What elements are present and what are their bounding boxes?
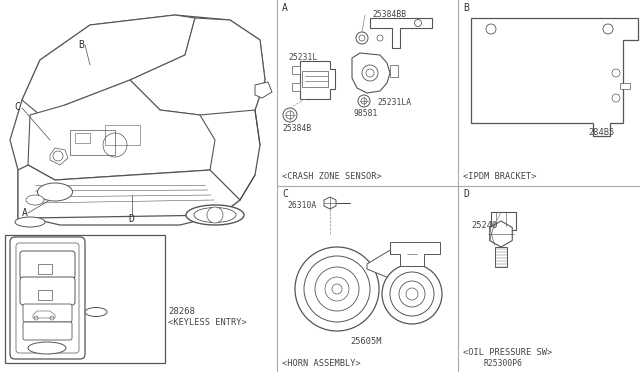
Circle shape <box>612 69 620 77</box>
Polygon shape <box>390 242 440 266</box>
Circle shape <box>359 35 365 41</box>
Text: B: B <box>463 3 469 13</box>
Polygon shape <box>471 18 638 136</box>
Circle shape <box>486 24 496 34</box>
Bar <box>292 83 300 91</box>
Bar <box>491 212 516 230</box>
Bar <box>105 125 140 145</box>
Circle shape <box>286 111 294 119</box>
Circle shape <box>283 108 297 122</box>
Circle shape <box>356 32 368 44</box>
FancyBboxPatch shape <box>23 304 72 322</box>
Bar <box>302 71 328 87</box>
Circle shape <box>358 95 370 107</box>
FancyBboxPatch shape <box>20 277 75 305</box>
Circle shape <box>295 247 379 331</box>
FancyBboxPatch shape <box>16 243 79 353</box>
Text: <OIL PRESSURE SW>: <OIL PRESSURE SW> <box>463 348 552 357</box>
Circle shape <box>382 264 442 324</box>
Bar <box>38 290 52 300</box>
Circle shape <box>207 207 223 223</box>
Text: A: A <box>22 208 28 218</box>
Circle shape <box>415 19 422 26</box>
Circle shape <box>399 281 425 307</box>
Ellipse shape <box>85 308 107 317</box>
Text: D: D <box>128 214 134 224</box>
Text: 25384BB: 25384BB <box>372 10 406 19</box>
Polygon shape <box>370 18 432 48</box>
Circle shape <box>366 69 374 77</box>
Text: R25300P6: R25300P6 <box>483 359 522 368</box>
Text: 25240: 25240 <box>471 221 497 230</box>
Text: 28268: 28268 <box>168 307 195 316</box>
Text: 25231L: 25231L <box>288 53 317 62</box>
Text: 25384B: 25384B <box>282 124 311 133</box>
Circle shape <box>362 65 378 81</box>
Circle shape <box>304 256 370 322</box>
Text: 284B5: 284B5 <box>588 128 614 137</box>
Text: 98581: 98581 <box>354 109 378 118</box>
Text: 28599: 28599 <box>84 294 111 303</box>
Text: <HORN ASSEMBLY>: <HORN ASSEMBLY> <box>282 359 361 368</box>
Text: 25605M: 25605M <box>350 337 381 346</box>
Polygon shape <box>18 165 240 220</box>
Polygon shape <box>28 80 215 180</box>
Circle shape <box>612 94 620 102</box>
Bar <box>75 133 90 143</box>
Polygon shape <box>490 221 512 247</box>
Circle shape <box>315 267 359 311</box>
Ellipse shape <box>194 208 236 222</box>
Bar <box>495 247 507 267</box>
Polygon shape <box>255 82 272 98</box>
FancyBboxPatch shape <box>23 322 72 340</box>
Bar <box>620 83 630 89</box>
Text: C: C <box>282 189 288 199</box>
Ellipse shape <box>28 342 66 354</box>
Text: 25231LA: 25231LA <box>377 98 411 107</box>
FancyBboxPatch shape <box>20 251 75 279</box>
Polygon shape <box>50 148 68 165</box>
Bar <box>5 235 165 363</box>
Circle shape <box>325 277 349 301</box>
Circle shape <box>361 98 367 104</box>
FancyBboxPatch shape <box>10 237 85 359</box>
Ellipse shape <box>186 205 244 225</box>
Text: <KEYLESS ENTRY>: <KEYLESS ENTRY> <box>168 318 247 327</box>
Text: 26310A: 26310A <box>287 201 316 210</box>
Text: A: A <box>282 3 288 13</box>
Circle shape <box>603 24 613 34</box>
Circle shape <box>377 35 383 41</box>
Bar <box>38 264 52 274</box>
Bar <box>70 130 115 155</box>
Text: <CRASH ZONE SENSOR>: <CRASH ZONE SENSOR> <box>282 172 381 181</box>
Polygon shape <box>22 15 195 115</box>
Polygon shape <box>324 197 336 209</box>
Ellipse shape <box>15 217 45 227</box>
Text: P: P <box>39 327 44 336</box>
Polygon shape <box>300 61 335 99</box>
Text: D: D <box>463 189 469 199</box>
Circle shape <box>390 272 434 316</box>
Text: B: B <box>78 40 84 50</box>
Bar <box>390 65 398 77</box>
Text: <IPDM BRACKET>: <IPDM BRACKET> <box>463 172 536 181</box>
Polygon shape <box>367 249 419 281</box>
Text: C: C <box>14 102 20 112</box>
Polygon shape <box>10 15 265 225</box>
Ellipse shape <box>38 183 72 201</box>
Circle shape <box>332 284 342 294</box>
Polygon shape <box>130 18 265 115</box>
Circle shape <box>406 288 418 300</box>
Bar <box>0 0 277 372</box>
Polygon shape <box>352 53 390 93</box>
Ellipse shape <box>26 195 44 205</box>
Bar <box>292 66 300 74</box>
